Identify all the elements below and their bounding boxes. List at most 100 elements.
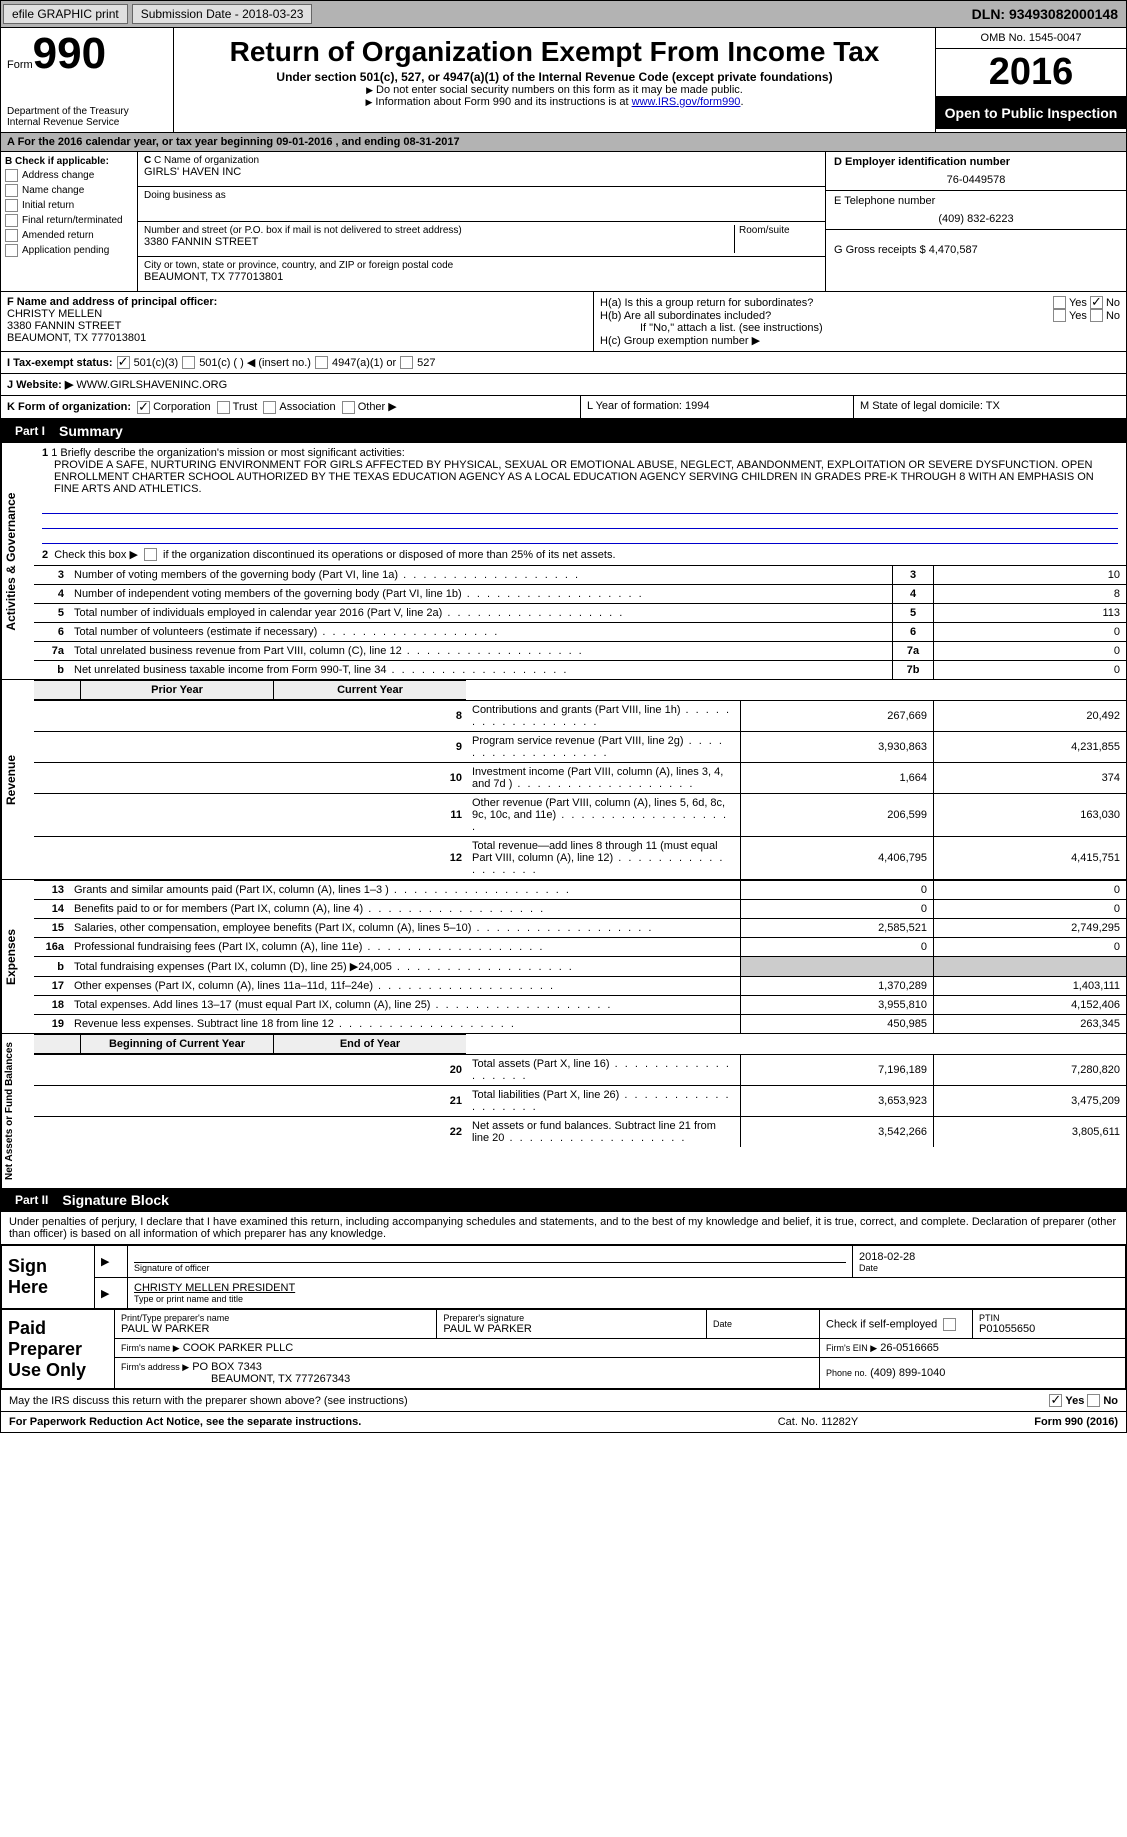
form-word: Form bbox=[7, 59, 33, 71]
efile-button[interactable]: efile GRAPHIC print bbox=[3, 4, 128, 24]
chk-discuss-yes[interactable] bbox=[1049, 1394, 1062, 1407]
officer-name-title: CHRISTY MELLEN PRESIDENT bbox=[134, 1282, 1119, 1294]
table-header: Prior YearCurrent Year bbox=[34, 680, 466, 700]
paid-preparer-label: Paid Preparer Use Only bbox=[2, 1310, 115, 1389]
chk-assoc[interactable] bbox=[263, 401, 276, 414]
firm-addr2: BEAUMONT, TX 777267343 bbox=[121, 1373, 813, 1385]
ptin-value: P01055650 bbox=[979, 1323, 1119, 1335]
table-row: bTotal fundraising expenses (Part IX, co… bbox=[34, 957, 1126, 977]
revenue-table: Prior YearCurrent Year8Contributions and… bbox=[34, 680, 1126, 879]
preparer-signature: PAUL W PARKER bbox=[443, 1323, 700, 1335]
tax-year: 2016 bbox=[936, 49, 1126, 97]
table-row: 7aTotal unrelated business revenue from … bbox=[34, 642, 1126, 661]
part1-line1: 1 1 Briefly describe the organization's … bbox=[34, 443, 1126, 499]
dln-label: DLN: 93493082000148 bbox=[972, 6, 1126, 22]
net-assets-section: Net Assets or Fund Balances Beginning of… bbox=[1, 1033, 1126, 1188]
tel-value: (409) 832-6223 bbox=[834, 213, 1118, 225]
line-l: L Year of formation: 1994 bbox=[581, 396, 854, 418]
table-header: Beginning of Current YearEnd of Year bbox=[34, 1034, 466, 1054]
dba-label: Doing business as bbox=[144, 190, 819, 201]
chk-other[interactable] bbox=[342, 401, 355, 414]
chk-self-employed[interactable] bbox=[943, 1318, 956, 1331]
section-fh: F Name and address of principal officer:… bbox=[1, 292, 1126, 352]
officer-addr2: BEAUMONT, TX 777013801 bbox=[7, 332, 587, 344]
chk-501c[interactable] bbox=[182, 356, 195, 369]
firm-addr1: PO BOX 7343 bbox=[192, 1361, 262, 1373]
irs-link[interactable]: www.IRS.gov/form990 bbox=[632, 96, 741, 108]
table-row: 4Number of independent voting members of… bbox=[34, 585, 1126, 604]
header-right: OMB No. 1545-0047 2016 Open to Public In… bbox=[935, 28, 1126, 132]
table-row: 20Total assets (Part X, line 16)7,196,18… bbox=[34, 1055, 1126, 1086]
table-row: 22Net assets or fund balances. Subtract … bbox=[34, 1117, 1126, 1148]
firm-ein: 26-0516665 bbox=[880, 1342, 939, 1354]
table-row: 21Total liabilities (Part X, line 26)3,6… bbox=[34, 1086, 1126, 1117]
table-row: 16aProfessional fundraising fees (Part I… bbox=[34, 938, 1126, 957]
officer-addr1: 3380 FANNIN STREET bbox=[7, 320, 587, 332]
part2-header: Part II Signature Block bbox=[1, 1188, 1126, 1212]
chk-amended[interactable] bbox=[5, 229, 18, 242]
vert-net-assets: Net Assets or Fund Balances bbox=[1, 1034, 34, 1188]
sign-here-label: Sign Here bbox=[2, 1246, 95, 1309]
chk-trust[interactable] bbox=[217, 401, 230, 414]
header-center: Return of Organization Exempt From Incom… bbox=[174, 28, 935, 132]
header-note1: Do not enter social security numbers on … bbox=[376, 84, 743, 96]
table-row: 8Contributions and grants (Part VIII, li… bbox=[34, 701, 1126, 732]
chk-ha-yes[interactable] bbox=[1053, 296, 1066, 309]
footer-row: For Paperwork Reduction Act Notice, see … bbox=[1, 1411, 1126, 1432]
header-note2: Information about Form 990 and its instr… bbox=[375, 96, 631, 108]
chk-corp[interactable] bbox=[137, 401, 150, 414]
table-row: 18Total expenses. Add lines 13–17 (must … bbox=[34, 996, 1126, 1015]
table-row: 9Program service revenue (Part VIII, lin… bbox=[34, 732, 1126, 763]
firm-phone: (409) 899-1040 bbox=[870, 1367, 945, 1379]
vert-revenue: Revenue bbox=[1, 680, 34, 879]
mission-text: PROVIDE A SAFE, NURTURING ENVIRONMENT FO… bbox=[42, 459, 1118, 495]
omb-number: OMB No. 1545-0047 bbox=[936, 28, 1126, 49]
table-row: 12Total revenue—add lines 8 through 11 (… bbox=[34, 837, 1126, 880]
chk-initial-return[interactable] bbox=[5, 199, 18, 212]
table-row: 10Investment income (Part VIII, column (… bbox=[34, 763, 1126, 794]
declaration-text: Under penalties of perjury, I declare th… bbox=[1, 1212, 1126, 1245]
vert-activities-governance: Activities & Governance bbox=[1, 443, 34, 680]
submission-date-button[interactable]: Submission Date - 2018-03-23 bbox=[132, 4, 313, 24]
form-title: Return of Organization Exempt From Incom… bbox=[180, 36, 929, 68]
column-c: C C Name of organization GIRLS' HAVEN IN… bbox=[138, 152, 826, 291]
preparer-name: PAUL W PARKER bbox=[121, 1323, 430, 1335]
chk-501c3[interactable] bbox=[117, 356, 130, 369]
col-f: F Name and address of principal officer:… bbox=[1, 292, 594, 351]
part1-header: Part I Summary bbox=[1, 419, 1126, 443]
room-suite-label: Room/suite bbox=[735, 225, 819, 253]
ein-value: 76-0449578 bbox=[834, 174, 1118, 186]
tel-label: E Telephone number bbox=[834, 195, 1118, 207]
chk-address-change[interactable] bbox=[5, 169, 18, 182]
chk-4947[interactable] bbox=[315, 356, 328, 369]
col-b-label: B Check if applicable: bbox=[5, 156, 133, 167]
table-row: bNet unrelated business taxable income f… bbox=[34, 661, 1126, 680]
chk-discontinued[interactable] bbox=[144, 548, 157, 561]
gross-receipts: G Gross receipts $ 4,470,587 bbox=[834, 244, 1118, 256]
ruled-line bbox=[42, 529, 1118, 544]
irs-label: Internal Revenue Service bbox=[7, 117, 167, 128]
chk-ha-no[interactable] bbox=[1090, 296, 1103, 309]
table-row: 13Grants and similar amounts paid (Part … bbox=[34, 881, 1126, 900]
part1-line2: 2 Check this box ▶ if the organization d… bbox=[34, 544, 1126, 566]
chk-final-return[interactable] bbox=[5, 214, 18, 227]
ruled-line bbox=[42, 514, 1118, 529]
chk-application-pending[interactable] bbox=[5, 244, 18, 257]
chk-discuss-no[interactable] bbox=[1087, 1394, 1100, 1407]
table-row: 19Revenue less expenses. Subtract line 1… bbox=[34, 1015, 1126, 1034]
paperwork-notice: For Paperwork Reduction Act Notice, see … bbox=[9, 1416, 718, 1428]
table-row: 5Total number of individuals employed in… bbox=[34, 604, 1126, 623]
section-bcd: B Check if applicable: Address change Na… bbox=[1, 152, 1126, 292]
chk-hb-yes[interactable] bbox=[1053, 309, 1066, 322]
part1-body: Activities & Governance 1 1 Briefly desc… bbox=[1, 443, 1126, 680]
chk-527[interactable] bbox=[400, 356, 413, 369]
net-assets-table: Beginning of Current YearEnd of Year20To… bbox=[34, 1034, 1126, 1147]
expenses-table: 13Grants and similar amounts paid (Part … bbox=[34, 880, 1126, 1033]
chk-hb-no[interactable] bbox=[1090, 309, 1103, 322]
table-row: 14Benefits paid to or for members (Part … bbox=[34, 900, 1126, 919]
line-j: J Website: ▶ WWW.GIRLSHAVENINC.ORG bbox=[1, 374, 1126, 396]
vert-expenses: Expenses bbox=[1, 880, 34, 1033]
top-bar: efile GRAPHIC print Submission Date - 20… bbox=[1, 1, 1126, 28]
chk-name-change[interactable] bbox=[5, 184, 18, 197]
sign-here-table: Sign Here ▶ Signature of officer 2018-02… bbox=[1, 1245, 1126, 1309]
